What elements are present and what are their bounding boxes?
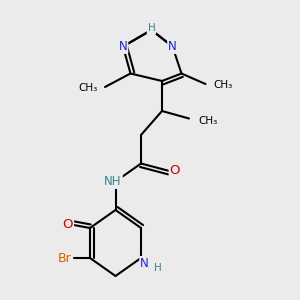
Text: O: O <box>170 164 180 178</box>
Text: O: O <box>63 218 73 232</box>
Text: CH₃: CH₃ <box>213 80 232 91</box>
Text: N: N <box>168 40 177 53</box>
Text: NH: NH <box>104 175 122 188</box>
Text: H: H <box>154 262 161 273</box>
Text: N: N <box>140 257 149 270</box>
Text: Br: Br <box>58 251 72 265</box>
Text: CH₃: CH₃ <box>78 83 98 94</box>
Text: H: H <box>148 23 155 34</box>
Text: CH₃: CH₃ <box>198 116 217 127</box>
Text: N: N <box>118 40 127 53</box>
